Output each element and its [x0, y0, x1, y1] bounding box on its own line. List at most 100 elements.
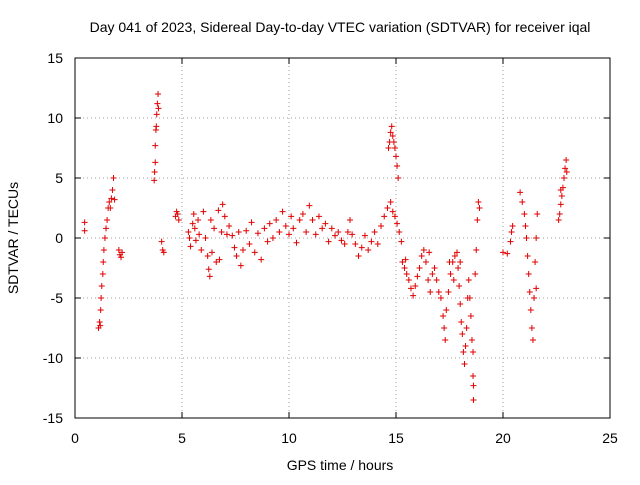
data-point: [412, 283, 419, 289]
data-point: [153, 123, 160, 130]
data-point: [231, 244, 238, 251]
data-point: [557, 187, 564, 193]
data-point: [394, 163, 401, 169]
y-tick-label: 0: [55, 230, 63, 246]
data-point: [529, 337, 536, 343]
data-point: [158, 238, 165, 245]
data-point: [276, 229, 283, 235]
data-point: [467, 313, 474, 319]
data-point: [387, 129, 394, 136]
data-point: [385, 145, 392, 151]
data-point: [440, 313, 447, 319]
data-point: [426, 249, 433, 256]
data-point: [185, 229, 192, 235]
data-point: [312, 231, 319, 238]
data-point: [470, 397, 477, 403]
data-point: [437, 295, 444, 301]
data-point: [187, 243, 194, 250]
data-point: [427, 289, 434, 295]
grid: [75, 58, 610, 418]
y-tick-label: -5: [51, 290, 64, 306]
data-point: [235, 229, 242, 235]
x-tick-label: 15: [388, 430, 404, 446]
data-point: [248, 219, 255, 226]
data-point: [328, 225, 335, 232]
data-point: [160, 249, 167, 256]
data-point: [155, 105, 162, 112]
data-point: [466, 295, 473, 301]
data-point: [463, 325, 470, 331]
y-tick-label: -10: [43, 350, 63, 366]
data-point: [455, 265, 462, 271]
data-point: [213, 259, 220, 265]
data-point: [106, 199, 113, 205]
data-point: [459, 331, 466, 337]
data-point: [410, 292, 417, 299]
data-point: [405, 277, 412, 283]
data-point: [286, 231, 292, 238]
y-tick-label: 15: [47, 50, 63, 66]
data-point: [443, 307, 450, 313]
tick-labels: 0 5 10 15 20 25 -15 -10 -5 0 5 10 15: [43, 50, 618, 446]
data-point: [98, 283, 105, 289]
data-point: [462, 343, 469, 349]
data-point: [517, 189, 524, 196]
data-point: [99, 271, 106, 277]
data-point: [192, 237, 199, 244]
data-point: [204, 253, 211, 259]
data-point: [264, 238, 271, 245]
data-point: [446, 259, 453, 265]
data-point: [282, 223, 289, 229]
data-point: [500, 249, 506, 256]
data-point: [309, 217, 316, 223]
data-point: [435, 289, 442, 295]
data-point: [195, 217, 202, 223]
data-point: [299, 211, 306, 217]
data-point: [81, 227, 88, 234]
data-point: [526, 289, 533, 295]
data-point: [211, 225, 218, 232]
data-point: [205, 266, 212, 273]
data-point: [384, 205, 391, 211]
data-point: [450, 277, 457, 283]
data-point: [190, 211, 197, 217]
data-point: [155, 91, 162, 97]
data-point: [208, 249, 215, 256]
data-point: [396, 229, 403, 235]
data-point: [119, 249, 126, 256]
data-point: [358, 244, 365, 251]
data-point: [403, 271, 410, 277]
data-point: [425, 277, 432, 283]
data-point: [290, 225, 297, 232]
data-point: [349, 231, 356, 238]
data-point: [251, 249, 258, 256]
data-point: [470, 373, 477, 379]
data-point: [322, 220, 329, 227]
data-point: [378, 223, 385, 229]
data-point: [108, 195, 115, 202]
data-point: [394, 220, 401, 227]
data-point: [381, 213, 388, 220]
data-point: [451, 253, 458, 259]
data-point: [368, 238, 375, 245]
data-point: [215, 207, 222, 214]
data-point: [525, 271, 532, 277]
data-point: [476, 205, 483, 211]
data-point: [293, 239, 300, 246]
data-point: [261, 225, 268, 232]
data-point: [556, 211, 563, 217]
data-point: [460, 349, 467, 355]
data-point: [562, 165, 569, 172]
data-point: [273, 217, 280, 223]
data-point: [223, 231, 230, 238]
data-point: [414, 273, 421, 280]
axis-ticks: [74, 57, 611, 419]
data-point: [457, 259, 464, 265]
data-point: [96, 319, 103, 325]
data-point: [98, 295, 105, 301]
data-point: [507, 238, 514, 245]
x-tick-label: 25: [602, 430, 618, 446]
data-point: [152, 159, 159, 166]
data-point: [387, 199, 394, 205]
data-point: [398, 238, 405, 245]
